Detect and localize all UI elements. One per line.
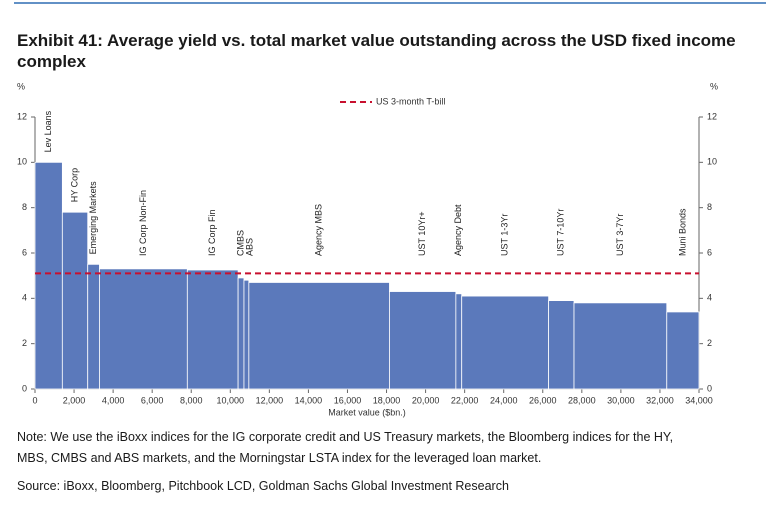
x-tick-label: 10,000 — [217, 395, 245, 405]
y-tick-label: 6 — [22, 247, 27, 257]
y-tick-label: 2 — [22, 338, 27, 348]
x-tick-label: 0 — [32, 395, 37, 405]
bar — [389, 291, 457, 390]
y-tick-label: 10 — [17, 157, 27, 167]
y2-tick-label: 4 — [707, 293, 712, 303]
category-label: ABS — [244, 238, 254, 256]
bar — [243, 279, 250, 390]
y2-tick-label: 6 — [707, 247, 712, 257]
x-tick-label: 26,000 — [529, 395, 557, 405]
x-tick-label: 32,000 — [646, 395, 674, 405]
title-line: Exhibit 41: Average yield vs. total mark… — [17, 31, 736, 50]
category-label: Muni Bonds — [677, 208, 687, 256]
y2-tick-label: 10 — [707, 157, 717, 167]
category-label: UST 1-3Yr — [500, 214, 510, 256]
note-line: MBS, CMBS and ABS markets, and the Morni… — [17, 451, 541, 465]
bar — [666, 311, 700, 390]
y-axis-label: % — [17, 81, 25, 91]
category-label: UST 7-10Yr — [556, 209, 566, 256]
category-label: Emerging Markets — [88, 181, 98, 255]
x-tick-label: 4,000 — [102, 395, 125, 405]
x-tick-label: 24,000 — [490, 395, 518, 405]
category-label: UST 3-7Yr — [615, 214, 625, 256]
y-tick-label: 4 — [22, 293, 27, 303]
y-tick-label: 8 — [22, 202, 27, 212]
plot: 0 2 4 6 8 10 12 0 2 4 6 8 10 12 0 2,000 4,000 6,000 8,000 1… — [17, 96, 717, 417]
category-label: IG Corp Fin — [207, 209, 217, 256]
note-line: Note: We use the iBoxx indices for the I… — [17, 430, 673, 444]
category-label: IG Corp Non-Fin — [138, 190, 148, 256]
y2-tick-label: 12 — [707, 111, 717, 121]
y2-tick-label: 8 — [707, 202, 712, 212]
source: Source: iBoxx, Bloomberg, Pitchbook LCD,… — [17, 479, 509, 493]
x-tick-label: 22,000 — [451, 395, 479, 405]
bar — [87, 263, 100, 390]
y-tick-label: 0 — [22, 383, 27, 393]
x-tick-label: 14,000 — [295, 395, 323, 405]
x-tick-label: 34,000 — [685, 395, 713, 405]
x-tick-label: 12,000 — [256, 395, 284, 405]
x-tick-label: 30,000 — [607, 395, 635, 405]
x-tick-label: 8,000 — [180, 395, 203, 405]
bar — [34, 161, 63, 390]
bar — [237, 277, 245, 390]
bar — [573, 302, 668, 390]
category-label: Agency Debt — [453, 204, 463, 256]
category-label: HY Corp — [69, 168, 79, 202]
y2-axis-label: % — [710, 81, 718, 91]
legend-label: US 3-month T-bill — [376, 96, 445, 106]
bar — [248, 282, 390, 390]
bar — [61, 211, 89, 390]
x-tick-label: 2,000 — [63, 395, 86, 405]
x-tick-label: 20,000 — [412, 395, 440, 405]
y2-tick-label: 0 — [707, 383, 712, 393]
x-tick-label: 28,000 — [568, 395, 596, 405]
bar — [461, 295, 550, 390]
bar — [186, 269, 239, 390]
x-tick-label: 6,000 — [141, 395, 164, 405]
title-line: complex — [17, 52, 87, 71]
y2-tick-label: 2 — [707, 338, 712, 348]
x-axis-label: Market value ($bn.) — [328, 407, 406, 417]
y-tick-label: 12 — [17, 111, 27, 121]
category-label: Agency MBS — [314, 204, 324, 256]
category-label: Lev Loans — [43, 110, 53, 152]
x-tick-label: 18,000 — [373, 395, 401, 405]
category-label: UST 10Yr+ — [417, 211, 427, 256]
x-tick-label: 16,000 — [334, 395, 362, 405]
bar — [99, 268, 188, 390]
bar — [455, 293, 463, 390]
category-label: CMBS — [235, 230, 245, 256]
bar — [548, 300, 575, 390]
